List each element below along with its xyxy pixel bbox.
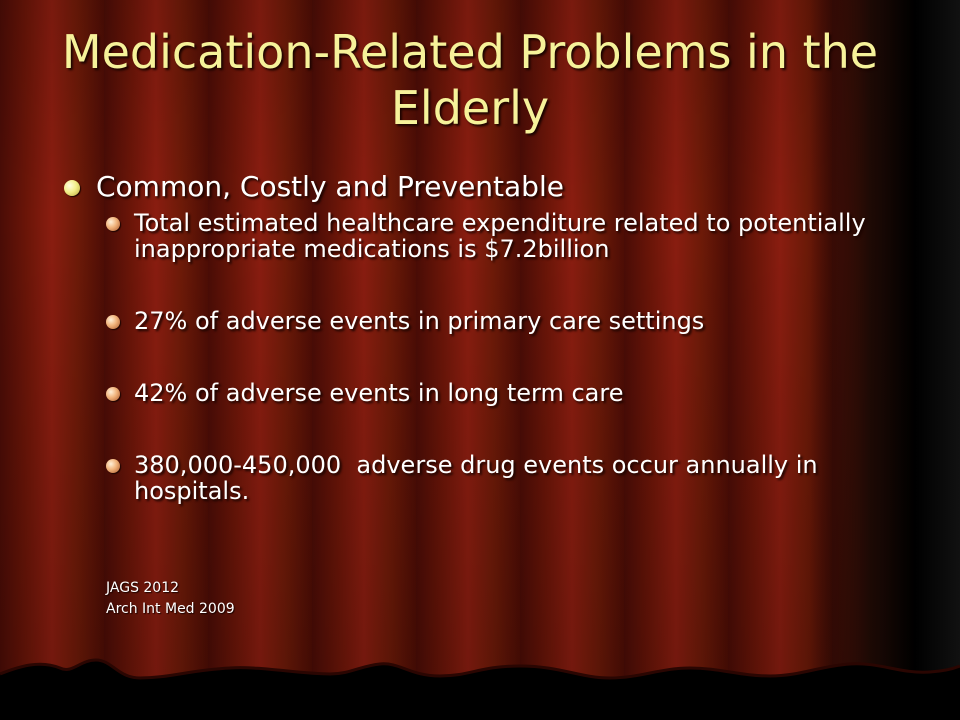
- sub-bullet-4: 380,000-450,000 adverse drug events occu…: [104, 452, 892, 504]
- valance-shape: [0, 660, 960, 720]
- sub-bullet-text: 380,000-450,000 adverse drug events occu…: [134, 451, 826, 505]
- main-bullet: Common, Costly and Preventable: [62, 170, 892, 204]
- orange-bullet-icon: [106, 459, 120, 473]
- reference-item: JAGS 2012: [106, 580, 180, 596]
- sub-bullet-2: 27% of adverse events in primary care se…: [104, 308, 892, 334]
- sub-bullet-1: Total estimated healthcare expenditure r…: [104, 210, 892, 262]
- sub-bullet-text: 42% of adverse events in long term care: [134, 379, 624, 407]
- spacer: [62, 406, 892, 452]
- valance-edge: [0, 658, 960, 680]
- sub-bullet-text: 27% of adverse events in primary care se…: [134, 307, 705, 335]
- slide-body: Common, Costly and Preventable Total est…: [62, 170, 892, 504]
- orange-bullet-icon: [106, 315, 120, 329]
- orange-bullet-icon: [106, 217, 120, 231]
- references: JAGS 2012 Arch Int Med 2009: [106, 578, 235, 620]
- spacer: [62, 334, 892, 380]
- sub-bullet-3: 42% of adverse events in long term care: [104, 380, 892, 406]
- yellow-bullet-icon: [64, 180, 80, 196]
- slide-title: Medication-Related Problems in the Elder…: [61, 25, 879, 135]
- curtain-valance: [0, 658, 960, 720]
- sub-bullet-text: Total estimated healthcare expenditure r…: [134, 209, 866, 263]
- orange-bullet-icon: [106, 387, 120, 401]
- spacer: [62, 262, 892, 308]
- main-bullet-text: Common, Costly and Preventable: [96, 170, 564, 203]
- reference-item: Arch Int Med 2009: [106, 601, 235, 617]
